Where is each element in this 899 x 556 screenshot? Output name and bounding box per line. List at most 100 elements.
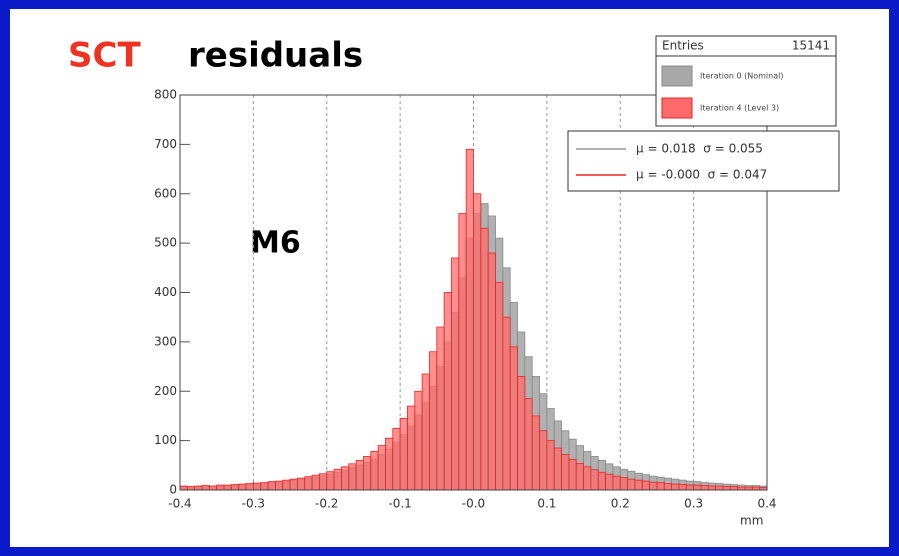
histogram-bar xyxy=(539,430,548,491)
histogram-bar xyxy=(619,477,628,491)
histogram-bar xyxy=(553,447,562,491)
x-tick-label: -0.3 xyxy=(242,497,265,511)
histogram-bar xyxy=(208,485,218,491)
histogram-bar xyxy=(583,466,592,491)
histogram-bar xyxy=(223,484,232,491)
histogram-bar xyxy=(289,478,298,491)
histogram-bar xyxy=(296,477,306,491)
histogram-bar xyxy=(707,485,717,491)
histogram-bar xyxy=(333,468,342,491)
histogram-bar xyxy=(605,473,614,491)
histogram-bar xyxy=(443,292,452,491)
histogram-bar xyxy=(634,479,643,491)
histogram-bar xyxy=(326,471,335,491)
chart: SCT residuals M6 mm -0.4 -0.3 -0.2 -0.1 -0.0… xyxy=(10,9,889,547)
histogram-bar xyxy=(421,373,430,491)
histogram-bar xyxy=(363,456,372,491)
histogram-bar xyxy=(385,437,394,491)
histogram-bar xyxy=(186,486,196,491)
y-tick-label: 800 xyxy=(154,88,177,102)
histogram-bar xyxy=(700,485,709,491)
histogram-bar xyxy=(230,484,240,491)
histogram-bar xyxy=(436,326,445,491)
histogram-bar xyxy=(502,316,511,491)
x-tick-label: 0.3 xyxy=(684,497,703,511)
y-tick-label: 700 xyxy=(154,137,177,151)
histogram-bar xyxy=(392,427,401,491)
histogram-bar xyxy=(458,213,467,491)
y-tick-label: 600 xyxy=(154,186,177,200)
histogram-bar xyxy=(597,471,606,491)
histogram-bar xyxy=(590,469,599,491)
histogram-bar xyxy=(685,484,695,491)
y-tick-label: 300 xyxy=(154,334,177,348)
y-tick-label: 500 xyxy=(154,236,177,250)
histogram-bar xyxy=(274,480,284,491)
histogram-bar xyxy=(245,483,254,491)
histogram-bar xyxy=(649,481,658,491)
plot-frame xyxy=(179,94,768,491)
histogram-bar xyxy=(612,475,621,491)
x-tick-label: 0.1 xyxy=(537,497,556,511)
histogram-bar xyxy=(531,415,540,491)
histogram-bar xyxy=(715,485,724,491)
histogram-bar xyxy=(355,459,364,491)
histogram-bar xyxy=(480,227,489,491)
histogram-bar xyxy=(201,485,210,491)
histogram-bar xyxy=(729,486,739,491)
histogram-bar xyxy=(370,451,379,491)
legend-label: Iteration 4 (Level 3) xyxy=(700,104,779,113)
histogram-bar xyxy=(517,376,526,491)
histogram-bar xyxy=(663,483,673,491)
fit-legend-label: μ = 0.018 σ = 0.055 xyxy=(636,142,763,156)
histogram-bar xyxy=(487,252,496,491)
histogram-bar xyxy=(399,418,408,491)
x-axis-label: mm xyxy=(740,514,763,528)
histogram-bar xyxy=(641,480,651,491)
stats-label: Entries xyxy=(662,39,704,53)
fit-legend-label: μ = -0.000 σ = 0.047 xyxy=(636,168,767,182)
histogram-bar xyxy=(568,458,577,491)
histogram-bar xyxy=(575,462,584,491)
histogram-bar xyxy=(546,440,555,491)
x-tick-label: -0.2 xyxy=(315,497,338,511)
histogram-bar xyxy=(377,445,386,491)
histogram-bar xyxy=(451,257,460,491)
histogram-bar xyxy=(671,483,680,491)
histogram-bar xyxy=(260,482,269,491)
y-tick-label: 100 xyxy=(154,433,177,447)
histogram-bar xyxy=(267,481,276,491)
legend-swatch xyxy=(661,97,693,119)
histogram-bar xyxy=(429,351,438,491)
histogram-bar xyxy=(693,484,702,491)
y-tick-label: 400 xyxy=(154,285,177,299)
histogram-bar xyxy=(216,484,225,491)
histogram-bar xyxy=(179,485,188,491)
histogram-bar xyxy=(194,485,203,491)
histogram-bar xyxy=(656,482,665,491)
legend-swatch xyxy=(661,65,693,87)
title: residuals xyxy=(188,36,363,76)
histogram-bar xyxy=(311,474,320,491)
y-tick-label: 0 xyxy=(169,483,177,497)
histogram-bar xyxy=(414,390,423,491)
y-tick-label: 200 xyxy=(154,384,177,398)
histogram-bar xyxy=(473,193,482,491)
histogram-bar xyxy=(238,483,247,491)
histogram-bar xyxy=(348,463,357,491)
x-tick-label: 0.2 xyxy=(611,497,630,511)
x-tick-label: 0.4 xyxy=(757,497,776,511)
title-highlight: SCT xyxy=(68,36,141,76)
histogram-bar xyxy=(561,454,570,491)
histogram-bar xyxy=(304,476,313,491)
x-tick-label: -0.0 xyxy=(462,497,485,511)
histogram-bar xyxy=(722,486,731,491)
histogram-bar xyxy=(627,478,636,491)
stats-value: 15141 xyxy=(792,39,830,53)
histogram-bar xyxy=(678,484,687,491)
histogram-bar xyxy=(495,282,504,491)
histogram-bar xyxy=(465,148,474,491)
histogram-bar xyxy=(282,479,291,491)
x-tick-label: -0.4 xyxy=(168,497,191,511)
